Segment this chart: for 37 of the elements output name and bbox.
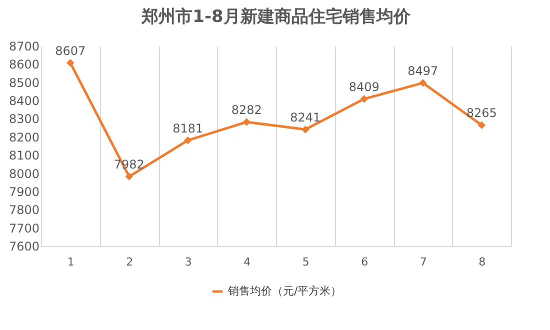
- point: [360, 95, 368, 103]
- x-tick-label: 1: [67, 256, 74, 268]
- data-label: 8497: [408, 64, 438, 78]
- data-label: 8181: [172, 121, 204, 136]
- x-tick-label: 8: [478, 256, 486, 268]
- y-tick-label: 8000: [8, 166, 40, 181]
- x-tick-label: 6: [361, 256, 368, 268]
- x-tick-label: 7: [420, 256, 427, 268]
- chart-title: 郑州市1-8月新建商品住宅销售均价: [140, 7, 412, 27]
- data-label: 8409: [348, 80, 380, 94]
- point: [66, 59, 74, 67]
- point: [478, 121, 486, 129]
- x-tick-label: 4: [244, 256, 251, 268]
- y-tick-label: 7900: [8, 184, 40, 199]
- point: [242, 118, 250, 126]
- point: [184, 136, 192, 144]
- y-tick-label: 8100: [8, 148, 40, 163]
- y-tick-label: 7800: [8, 203, 40, 218]
- y-tick-label: 8700: [8, 40, 40, 54]
- data-label: 8265: [466, 106, 497, 120]
- point: [125, 172, 133, 180]
- legend-label: 销售均价（元/平方米）: [227, 284, 342, 298]
- y-tick-label: 7600: [8, 240, 40, 254]
- y-tick-label: 8500: [8, 76, 40, 90]
- data-label: 8607: [55, 44, 86, 58]
- y-tick-label: 8400: [8, 94, 40, 108]
- y-tick-label: 7700: [8, 221, 40, 236]
- data-label: 8241: [290, 110, 321, 124]
- data-label: 8282: [231, 103, 262, 117]
- y-tick-label: 8300: [8, 112, 40, 126]
- point: [419, 79, 427, 87]
- x-tick-label: 2: [126, 256, 134, 268]
- point: [302, 126, 310, 134]
- y-tick-label: 8200: [8, 130, 40, 144]
- x-tick-label: 3: [184, 256, 192, 268]
- x-tick-label: 5: [302, 256, 310, 268]
- y-tick-label: 8600: [8, 58, 40, 72]
